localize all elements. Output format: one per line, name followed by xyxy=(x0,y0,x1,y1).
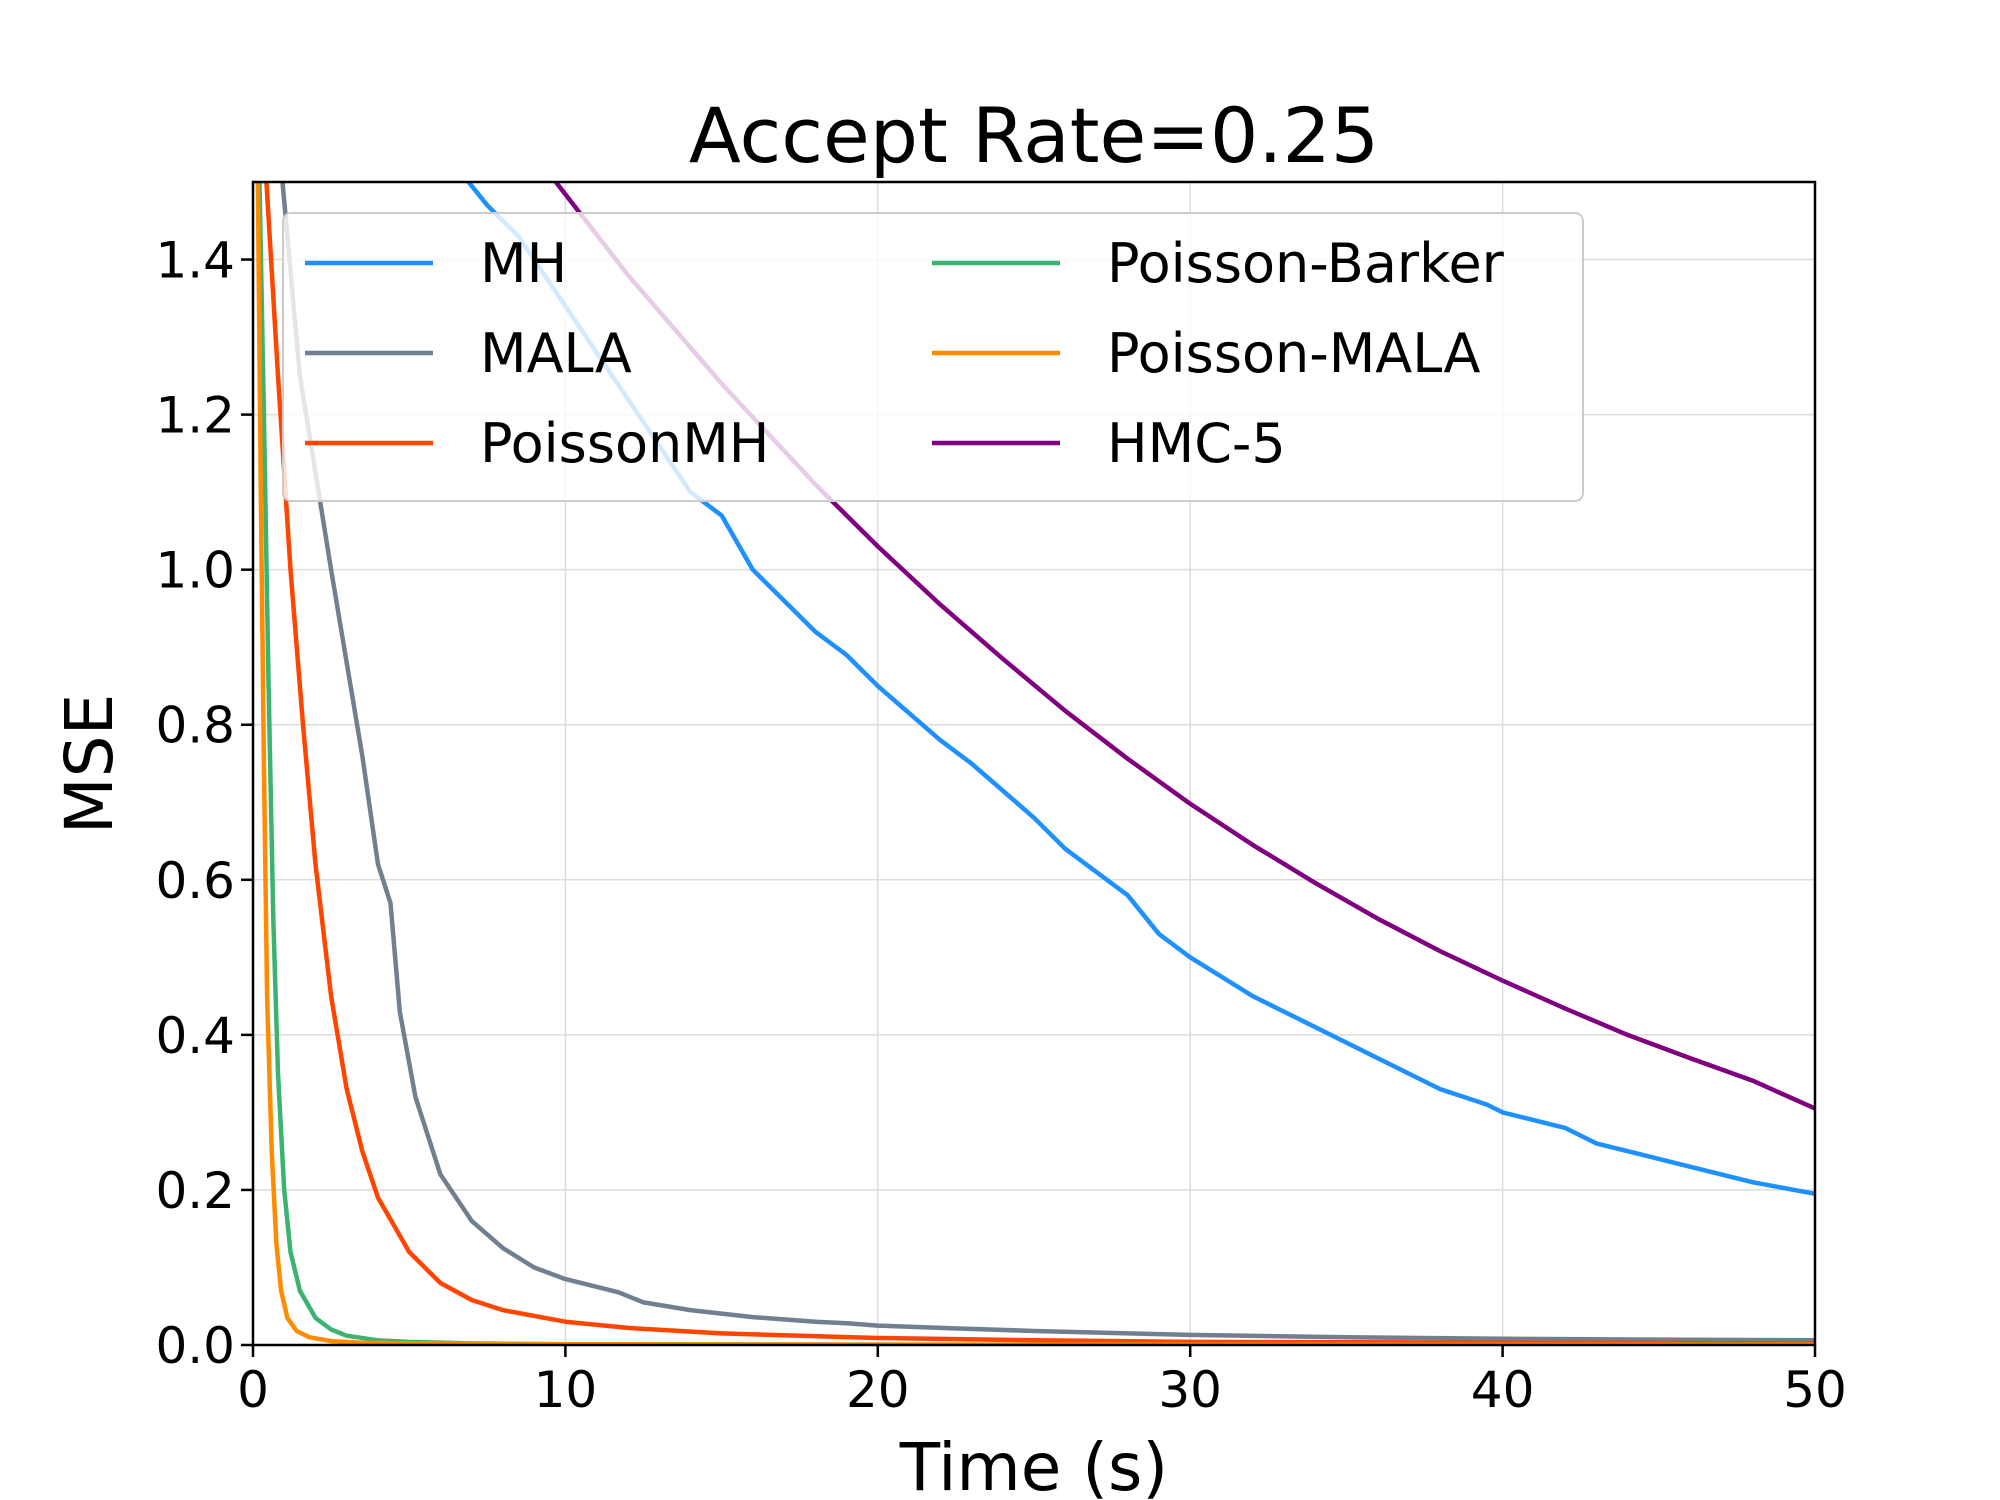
plot-area xyxy=(251,180,1817,1347)
legend-label-poisson-barker: Poisson-Barker xyxy=(1107,232,1505,295)
legend-label-hmc-5: HMC-5 xyxy=(1107,412,1286,475)
y-tick-label: 0.6 xyxy=(155,852,235,910)
x-axis-label: Time (s) xyxy=(899,1429,1168,1500)
chart-title: Accept Rate=0.25 xyxy=(689,91,1379,180)
x-tick-label: 30 xyxy=(1158,1361,1222,1419)
y-tick-label: 0.2 xyxy=(155,1162,235,1220)
y-axis-label: MSE xyxy=(51,694,128,835)
legend-label-mh: MH xyxy=(480,232,567,295)
series-line-mala xyxy=(280,182,1815,1343)
y-tick-label: 0.0 xyxy=(155,1317,235,1375)
x-axis: 0 10 20 30 40 50 xyxy=(237,1345,1847,1419)
x-tick-label: 40 xyxy=(1471,1361,1535,1419)
y-axis: 0.0 0.2 0.4 0.6 0.8 1.0 1.2 1.4 xyxy=(155,232,253,1375)
legend-label-mala: MALA xyxy=(480,322,632,385)
y-tick-label: 0.8 xyxy=(155,697,235,755)
series-line-poissonmh xyxy=(264,182,1815,1345)
legend-label-poissonmh: PoissonMH xyxy=(480,412,769,475)
y-tick-label: 1.4 xyxy=(155,232,235,290)
y-tick-label: 1.0 xyxy=(155,542,235,600)
y-tick-label: 1.2 xyxy=(155,387,235,445)
x-tick-label: 50 xyxy=(1783,1361,1847,1419)
x-tick-label: 10 xyxy=(534,1361,598,1419)
legend-frame xyxy=(282,212,1584,502)
y-tick-label: 0.4 xyxy=(155,1007,235,1065)
legend-label-poisson-mala: Poisson-MALA xyxy=(1107,322,1481,385)
x-tick-label: 20 xyxy=(846,1361,910,1419)
x-tick-label: 0 xyxy=(237,1361,269,1419)
legend: MH MALA PoissonMH Poisson-Barker Poisson-MAL… xyxy=(282,212,1584,502)
